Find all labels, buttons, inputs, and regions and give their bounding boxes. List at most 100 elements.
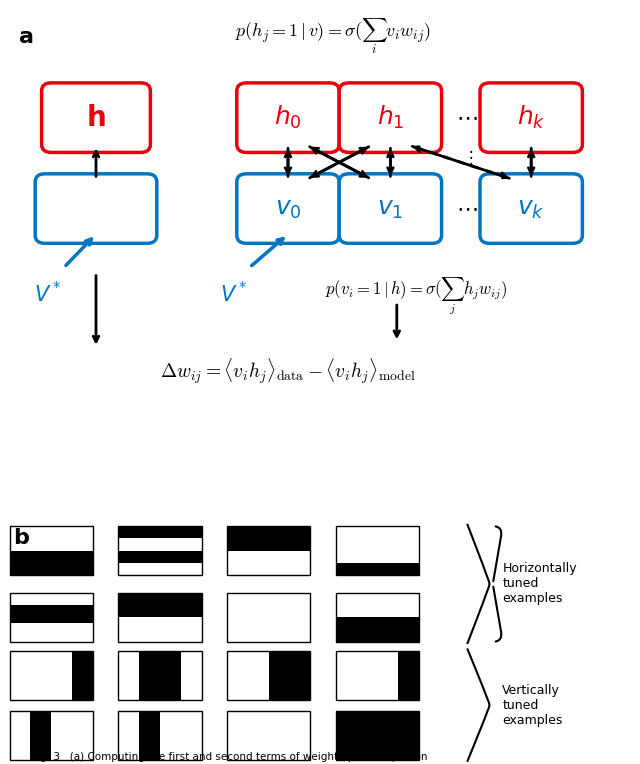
Bar [269,694,290,700]
Bar [398,753,419,759]
Bar [72,651,93,657]
Bar [10,563,31,569]
Bar [269,657,290,663]
Bar [398,741,419,747]
Bar [72,617,93,623]
FancyBboxPatch shape [480,174,582,243]
Bar [31,711,51,717]
Bar [181,533,202,539]
Bar [10,593,93,642]
Text: $h_0$: $h_0$ [274,104,302,131]
Bar [378,623,398,630]
Bar [140,735,160,741]
Bar [269,533,290,539]
Bar [378,563,398,569]
Bar [140,711,160,717]
Bar [140,657,160,663]
Bar [269,651,290,657]
Bar [248,539,269,545]
Bar [160,611,181,617]
Text: Vertically
tuned
examples: Vertically tuned examples [502,684,563,727]
Bar [269,688,290,694]
Bar [336,753,357,759]
Bar [72,605,93,611]
Text: $\cdots$: $\cdots$ [456,108,478,128]
Bar [10,605,31,611]
Bar [31,605,51,611]
Bar [160,669,181,675]
Text: $h_1$: $h_1$ [377,104,404,131]
Text: a: a [19,27,34,47]
Bar [378,630,398,636]
Text: b: b [13,529,29,549]
Bar [248,526,269,533]
Bar [227,651,310,700]
Bar [118,711,202,759]
Bar [10,569,31,575]
Text: $v_1$: $v_1$ [377,196,404,221]
Bar [181,557,202,563]
Bar [140,557,160,563]
Bar [140,551,160,557]
Bar [378,747,398,753]
Bar [269,663,290,669]
Bar [398,569,419,575]
Bar [269,545,290,551]
Bar [118,557,140,563]
Bar [31,741,51,747]
Bar [140,599,160,605]
Bar [51,617,72,623]
Bar [160,681,181,688]
Bar [398,623,419,630]
Bar [398,630,419,636]
Bar [140,681,160,688]
Bar [398,563,419,569]
Bar [160,557,181,563]
Bar [140,688,160,694]
Bar [31,611,51,617]
Bar [140,663,160,669]
FancyBboxPatch shape [237,83,339,153]
Bar [118,651,202,700]
Bar [10,617,31,623]
Bar [336,717,357,723]
Bar [118,551,140,557]
Text: $v_0$: $v_0$ [275,196,301,221]
Bar [336,526,419,575]
Text: Horizontally
tuned
examples: Horizontally tuned examples [502,562,577,606]
Bar [290,675,310,681]
Bar [398,663,419,669]
Bar [140,753,160,759]
Bar [227,526,248,533]
Bar [72,688,93,694]
Bar [31,563,51,569]
Bar [398,681,419,688]
Bar [140,675,160,681]
FancyBboxPatch shape [339,83,442,153]
Bar [290,539,310,545]
Bar [10,711,93,759]
Bar [181,593,202,599]
Bar [51,563,72,569]
Bar [181,551,202,557]
Bar [336,569,357,575]
Bar [160,605,181,611]
Bar [378,711,398,717]
Bar [118,605,140,611]
Bar [357,747,378,753]
FancyBboxPatch shape [480,83,582,153]
Bar [357,717,378,723]
Bar [160,675,181,681]
Bar [31,729,51,735]
Text: Fig. 3   (a) Computing the first and second terms of weight update equation: Fig. 3 (a) Computing the first and secon… [32,752,428,762]
Bar [398,675,419,681]
Bar [290,657,310,663]
Bar [31,617,51,623]
Bar [31,735,51,741]
Bar [336,723,357,729]
Text: $\cdots$: $\cdots$ [456,199,478,219]
Bar [160,599,181,605]
Bar [227,533,248,539]
Bar [31,569,51,575]
Bar [10,611,31,617]
